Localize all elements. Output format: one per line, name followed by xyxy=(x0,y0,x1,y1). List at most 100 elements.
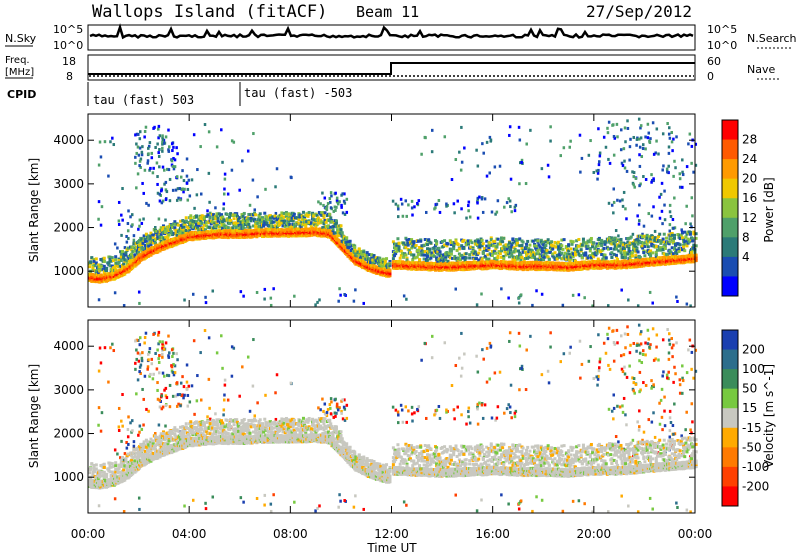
power-cell-7252 xyxy=(555,257,559,261)
power-cell-7980 xyxy=(603,242,607,246)
power-cell-10008 xyxy=(476,201,479,205)
power-cell-4284 xyxy=(362,251,366,255)
power-cell-5802 xyxy=(463,258,467,262)
power-cell-10658 xyxy=(316,300,319,304)
power-cell-8086 xyxy=(610,255,614,259)
power-cell-9658 xyxy=(174,188,178,192)
power-cell-9942 xyxy=(319,202,322,206)
power-cell-3926 xyxy=(338,233,342,237)
power-cell-9558 xyxy=(135,132,139,136)
power-cell-4616 xyxy=(383,262,387,266)
power-cell-2208 xyxy=(227,217,231,221)
power-cell-7398 xyxy=(566,255,570,259)
power-cell-9500 xyxy=(172,145,175,149)
power-cell-764 xyxy=(138,238,142,242)
power-cell-10424 xyxy=(668,126,671,130)
power-cell-9820 xyxy=(151,171,155,175)
power-cell-10334 xyxy=(638,203,641,207)
power-cell-2706 xyxy=(259,220,263,224)
power-cell-6698 xyxy=(520,243,524,247)
power-cell-7320 xyxy=(560,238,564,242)
power-cell-2270 xyxy=(232,217,236,221)
power-cell-10062 xyxy=(490,210,494,214)
power-cell-8300 xyxy=(624,253,628,257)
power-cell-6542 xyxy=(511,237,515,241)
power-cell-4792 xyxy=(397,245,401,249)
power-cell-8218 xyxy=(619,237,623,241)
power-cell-3884 xyxy=(336,234,340,238)
power-cell-6492 xyxy=(507,241,511,245)
power-cell-10032 xyxy=(445,204,448,208)
power-cell-2134 xyxy=(223,219,227,223)
freq-label: Freq. xyxy=(5,55,30,66)
nsearch-label: N.Search xyxy=(747,32,797,45)
power-cell-10428 xyxy=(619,148,623,152)
power-cell-9964 xyxy=(342,199,346,203)
power-cell-5746 xyxy=(460,244,464,248)
power-cell-302 xyxy=(107,261,111,265)
power-cell-10052 xyxy=(396,215,400,219)
power-cell-10652 xyxy=(540,292,544,296)
power-cell-2204 xyxy=(227,222,231,226)
power-cell-4674 xyxy=(388,272,392,276)
power-cell-10484 xyxy=(642,175,645,179)
power-cell-142 xyxy=(97,263,101,267)
power-cell-950 xyxy=(149,231,153,235)
power-cell-9824 xyxy=(274,185,277,189)
power-cell-4850 xyxy=(402,241,406,245)
power-cell-3236 xyxy=(294,225,298,229)
power-cell-10682 xyxy=(204,301,208,305)
power-cell-1588 xyxy=(189,214,193,218)
power-cell-6964 xyxy=(537,243,541,247)
power-cell-5540 xyxy=(446,259,450,263)
power-cell-10648 xyxy=(343,293,346,297)
power-cell-8626 xyxy=(643,244,647,248)
power-cell-1814 xyxy=(202,216,206,220)
power-cell-5014 xyxy=(412,240,416,244)
power-cell-6028 xyxy=(478,242,482,246)
power-cell-10642 xyxy=(620,288,623,292)
power-cell-2810 xyxy=(266,218,270,222)
power-cell-9888 xyxy=(160,201,164,205)
power-cell-10112 xyxy=(517,125,521,129)
power-cell-2946 xyxy=(275,225,279,229)
power-cell-5712 xyxy=(457,252,461,256)
power-cell-9638 xyxy=(143,130,147,134)
power-cell-10102 xyxy=(493,165,497,169)
power-cell-5522 xyxy=(445,244,449,248)
power-cell-10332 xyxy=(638,219,641,223)
power-cell-10590 xyxy=(650,180,653,184)
power-cell-6394 xyxy=(502,255,506,259)
power-cell-10666 xyxy=(591,304,594,308)
power-cell-10600 xyxy=(648,290,652,294)
power-cell-3446 xyxy=(307,212,311,216)
power-cell-4978 xyxy=(410,253,414,257)
power-cell-10662 xyxy=(211,289,215,293)
power-cell-8586 xyxy=(641,234,645,238)
power-cell-10594 xyxy=(623,166,627,170)
power-cell-9930 xyxy=(345,197,349,201)
power-cell-10674 xyxy=(339,293,342,297)
power-cell-4618 xyxy=(383,259,387,263)
power-cell-336 xyxy=(109,267,113,271)
power-cell-9580 xyxy=(157,136,160,140)
power-cell-2362 xyxy=(238,216,242,220)
power-cell-2082 xyxy=(220,221,224,225)
power-cell-9972 xyxy=(343,212,347,216)
power-cell-10056 xyxy=(437,198,441,202)
power-cell-6082 xyxy=(481,242,485,246)
power-cell-7584 xyxy=(577,244,581,248)
power-cell-10148 xyxy=(665,167,669,171)
power-cell-6586 xyxy=(513,258,517,262)
power-cell-9780 xyxy=(246,149,250,153)
power-cell-9718 xyxy=(164,180,168,184)
power-cell-4334 xyxy=(365,253,369,257)
power-cell-8376 xyxy=(628,241,632,245)
power-cell-480 xyxy=(119,252,123,256)
power-cell-7060 xyxy=(543,245,547,249)
power-cell-5592 xyxy=(449,252,453,256)
power-cell-9840 xyxy=(206,209,209,213)
power-cell-10710 xyxy=(183,298,186,302)
power-cell-4332 xyxy=(365,255,369,259)
power-cell-10072 xyxy=(435,202,439,206)
